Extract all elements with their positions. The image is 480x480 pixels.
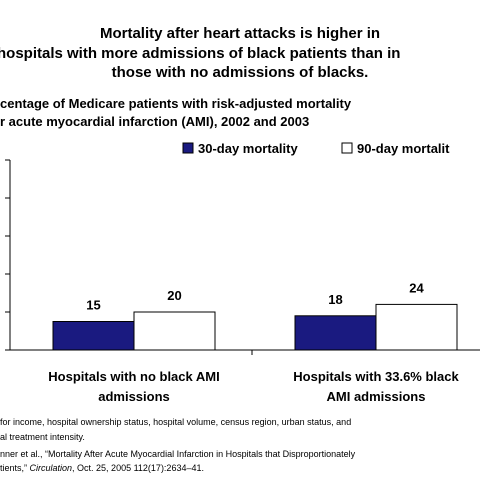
source: tients,” Circulation, Oct. 25, 2005 112(… [0,463,204,473]
title: those with no admissions of blacks. [112,64,369,81]
journal: Circulation [30,463,73,473]
x-tick-label: Hospitals with 33.6% black [293,369,459,384]
bar [133,311,216,351]
subtitle: centage of Medicare patients with risk-a… [0,96,352,111]
legend-label: 30-day mortality [198,141,298,156]
source: nner et al., “Mortality After Acute Myoc… [0,449,356,459]
bar [52,321,135,351]
legend-swatch [341,142,353,154]
title: hospitals with more admissions of black … [0,45,400,62]
bar [294,315,377,351]
x-tick-label: admissions [98,389,170,404]
bar [375,303,458,351]
source: tients,” [0,463,30,473]
value-label: 20 [167,288,181,303]
title: Mortality after heart attacks is higher … [100,25,380,42]
value-label: 18 [328,292,342,307]
subtitle: r acute myocardial infarction (AMI), 200… [0,114,309,129]
source: , Oct. 25, 2005 112(17):2634–41. [72,463,204,473]
x-tick-label: Hospitals with no black AMI [48,369,219,384]
value-label: 15 [86,298,100,313]
legend-label: 90-day mortalit [357,141,450,156]
value-label: 24 [409,280,424,295]
note: al treatment intensity. [0,432,85,442]
note: for income, hospital ownership status, h… [0,417,351,427]
x-tick-label: AMI admissions [327,389,426,404]
legend-swatch [182,142,194,154]
